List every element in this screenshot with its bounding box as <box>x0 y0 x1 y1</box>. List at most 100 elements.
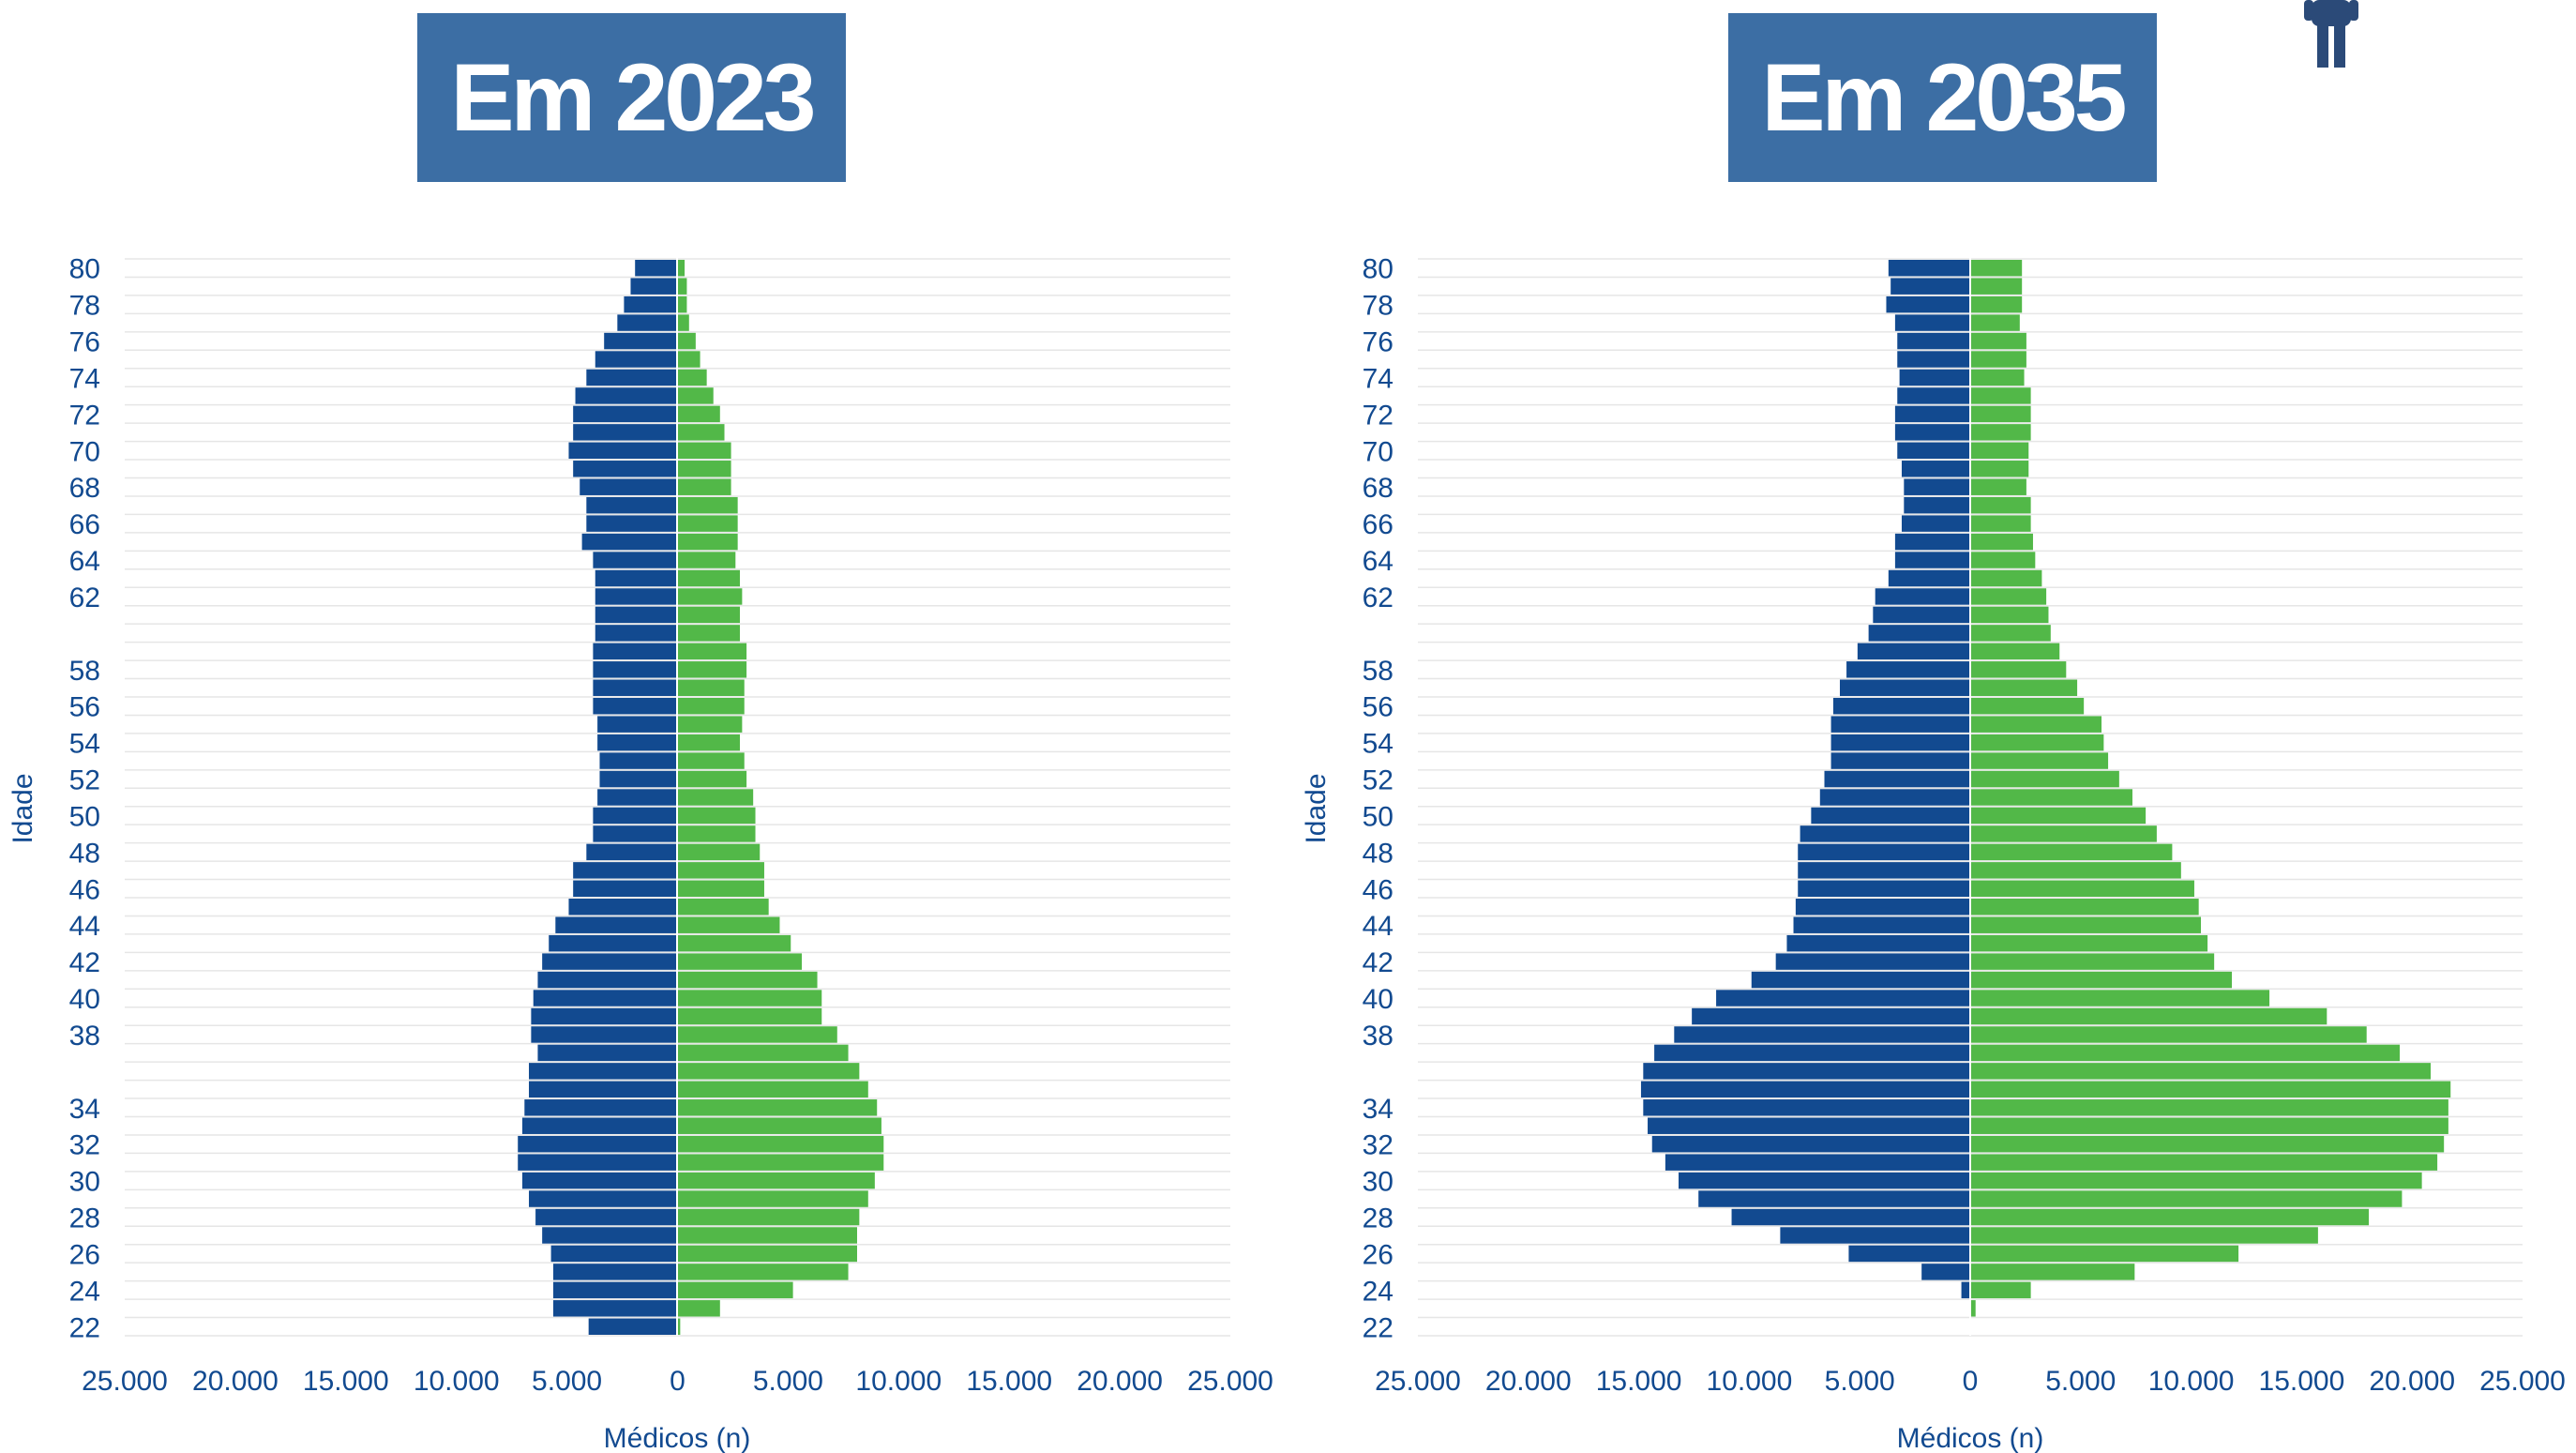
y-tick-label: 52 <box>1363 765 1393 796</box>
y-tick-label: 44 <box>69 911 100 942</box>
bar-male-age-62 <box>1875 588 1970 605</box>
y-tick-label: 74 <box>1363 363 1393 394</box>
bar-male-age-75 <box>1897 351 1970 368</box>
y-tick-label: 50 <box>69 801 100 832</box>
bar-female-age-41 <box>1971 971 2233 989</box>
bar-female-age-80 <box>678 260 685 277</box>
y-tick-label: 46 <box>69 874 100 905</box>
bar-female-age-50 <box>678 807 756 825</box>
x-tick-label: 15.000 <box>2259 1366 2345 1397</box>
y-tick-label: 70 <box>69 436 100 467</box>
bar-female-age-31 <box>1971 1154 2438 1171</box>
bar-male-age-74 <box>1899 369 1970 386</box>
bar-male-age-40 <box>533 990 677 1007</box>
bar-female-age-56 <box>1971 697 2085 715</box>
bar-female-age-58 <box>1971 661 2067 678</box>
y-tick-label: 22 <box>1363 1312 1393 1343</box>
bar-female-age-46 <box>678 880 764 898</box>
bar-male-age-27 <box>1780 1227 1970 1244</box>
bar-female-age-70 <box>1971 442 2029 460</box>
bar-male-age-80 <box>635 260 677 277</box>
y-tick-label: 24 <box>69 1276 100 1307</box>
bar-female-age-24 <box>678 1281 793 1299</box>
bar-female-age-45 <box>1971 899 2199 916</box>
bar-male-age-53 <box>599 752 677 769</box>
bar-female-age-79 <box>678 278 687 295</box>
bar-male-age-29 <box>529 1190 677 1207</box>
bar-male-age-31 <box>1665 1154 1970 1171</box>
bar-male-age-23 <box>552 1300 677 1317</box>
bar-female-age-71 <box>1971 424 2031 441</box>
bar-female-age-42 <box>678 953 803 970</box>
bar-female-age-62 <box>678 588 743 605</box>
bar-male-age-55 <box>1830 716 1970 733</box>
y-tick-label: 56 <box>1363 692 1393 723</box>
bar-female-age-27 <box>678 1227 857 1244</box>
bar-female-age-26 <box>1971 1245 2239 1263</box>
bar-male-age-69 <box>573 461 677 477</box>
title-2023: Em 2023 <box>450 43 817 151</box>
bar-male-age-59 <box>593 643 677 660</box>
bar-male-age-61 <box>1873 606 1970 624</box>
bar-male-age-66 <box>586 515 677 532</box>
bar-male-age-52 <box>599 770 677 788</box>
bar-male-age-60 <box>1868 625 1970 642</box>
bar-female-age-47 <box>678 862 764 879</box>
bar-female-age-70 <box>678 442 731 460</box>
bar-male-age-77 <box>617 314 677 331</box>
bar-female-age-74 <box>1971 369 2025 386</box>
bar-male-age-37 <box>1654 1044 1970 1062</box>
bar-female-age-37 <box>1971 1044 2401 1062</box>
bar-male-age-47 <box>1798 862 1970 879</box>
y-tick-label: 34 <box>69 1094 100 1125</box>
bar-female-age-34 <box>678 1099 878 1116</box>
bar-female-age-49 <box>1971 825 2157 842</box>
bar-female-age-32 <box>1971 1135 2445 1153</box>
bar-female-age-37 <box>678 1044 849 1062</box>
y-tick-label: 62 <box>1363 583 1393 613</box>
bar-male-age-57 <box>1839 679 1970 696</box>
bar-male-age-54 <box>597 734 677 751</box>
bar-female-age-69 <box>678 461 731 477</box>
person-icon <box>2304 0 2358 68</box>
y-tick-label: 62 <box>69 583 100 613</box>
bar-male-age-26 <box>550 1245 677 1263</box>
x-tick-label: 0 <box>670 1366 685 1397</box>
bar-male-age-24 <box>552 1281 677 1299</box>
bar-female-age-27 <box>1971 1227 2318 1244</box>
x-tick-label: 5.000 <box>2045 1366 2116 1397</box>
bar-male-age-39 <box>1692 1007 1970 1025</box>
bar-female-age-64 <box>678 552 736 568</box>
y-tick-label: 24 <box>1363 1276 1393 1307</box>
y-tick-label: 50 <box>1363 801 1393 832</box>
bar-male-age-43 <box>549 934 677 952</box>
y-tick-label: 64 <box>69 546 100 577</box>
y-tick-label: 80 <box>69 254 100 285</box>
bar-male-age-30 <box>521 1172 677 1189</box>
x-axis-label: Médicos (n) <box>1897 1423 2044 1453</box>
bar-male-age-71 <box>573 424 677 441</box>
bar-female-age-36 <box>678 1063 860 1080</box>
x-tick-label: 20.000 <box>2369 1366 2455 1397</box>
bar-female-age-71 <box>678 424 725 441</box>
bar-female-age-48 <box>1971 843 2173 861</box>
bar-female-age-40 <box>678 990 822 1007</box>
bar-male-age-58 <box>593 661 677 678</box>
bar-male-age-63 <box>1888 569 1970 587</box>
y-tick-label: 54 <box>69 729 100 760</box>
bar-male-age-34 <box>1643 1099 1970 1116</box>
bar-female-age-29 <box>678 1190 868 1207</box>
bar-female-age-80 <box>1971 260 2023 277</box>
bar-male-age-56 <box>593 697 677 715</box>
bar-male-age-34 <box>524 1099 677 1116</box>
y-tick-label: 30 <box>69 1167 100 1198</box>
y-tick-label: 74 <box>69 363 100 394</box>
bar-female-age-62 <box>1971 588 2047 605</box>
x-tick-label: 0 <box>1963 1366 1979 1397</box>
bar-male-age-25 <box>552 1264 677 1280</box>
bar-male-age-46 <box>1798 880 1970 898</box>
bar-male-age-78 <box>624 295 677 313</box>
bar-male-age-80 <box>1888 260 1970 277</box>
bar-male-age-39 <box>531 1007 677 1025</box>
